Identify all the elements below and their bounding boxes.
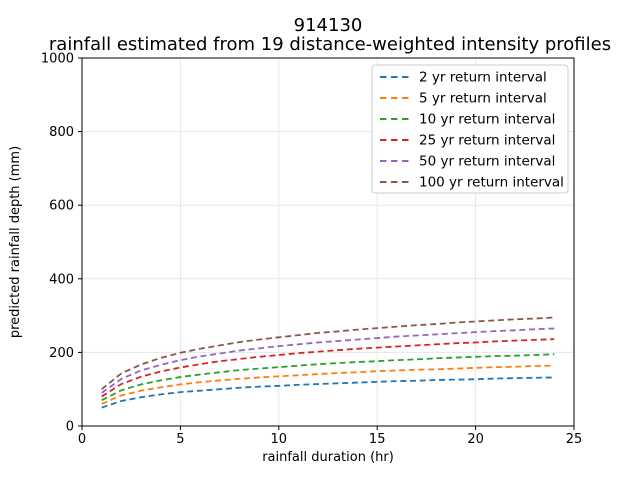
x-tick-label: 20 (467, 432, 484, 447)
legend-box (371, 64, 569, 194)
y-tick-label: 800 (49, 125, 74, 140)
axes: 0 5 10 15 20 25 0 200 400 600 800 1000 (41, 52, 582, 448)
x-tick-label: 25 (566, 432, 583, 447)
legend: 2 yr return interval 5 yr return interval… (371, 64, 569, 194)
y-tick-label: 0 (66, 420, 74, 435)
series-line-5-yr (101, 364, 555, 405)
x-tick-label: 15 (369, 432, 386, 447)
series-line-100-yr (101, 316, 555, 390)
series-line-50-yr (101, 327, 555, 394)
legend-item-label: 10 yr return interval (419, 112, 555, 128)
y-tick-label: 600 (49, 199, 74, 214)
data-series (101, 316, 555, 409)
x-tick-label: 10 (271, 432, 288, 447)
legend-item-label: 50 yr return interval (419, 154, 555, 170)
legend-item-label: 2 yr return interval (419, 70, 547, 86)
plot-border (81, 57, 575, 427)
legend-item-label: 5 yr return interval (419, 91, 547, 107)
y-tick-label: 1000 (41, 52, 74, 67)
y-axis-label: predicted rainfall depth (mm) (8, 146, 23, 338)
chart-title: 914130 (294, 15, 363, 36)
y-tick-label: 200 (49, 346, 74, 361)
x-tick-label: 5 (176, 432, 184, 447)
series-line-10-yr (101, 353, 555, 402)
legend-item-label: 25 yr return interval (419, 133, 555, 149)
series-line-25-yr (101, 338, 555, 398)
x-axis-label: rainfall duration (hr) (262, 450, 394, 465)
legend-item-label: 100 yr return interval (419, 175, 564, 191)
y-tick-label: 400 (49, 272, 74, 287)
series-line-2-yr (101, 376, 555, 409)
chart-subtitle: rainfall estimated from 19 distance-weig… (49, 34, 611, 55)
x-tick-label: 0 (78, 432, 86, 447)
